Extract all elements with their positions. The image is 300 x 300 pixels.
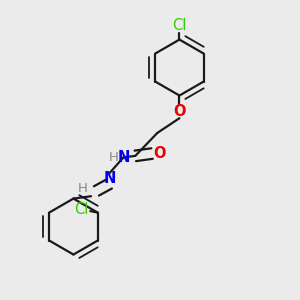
Text: Cl: Cl: [172, 18, 187, 33]
Text: H: H: [109, 151, 119, 164]
Text: O: O: [173, 104, 186, 119]
Text: N: N: [103, 171, 116, 186]
Text: N: N: [117, 150, 130, 165]
Text: O: O: [153, 146, 166, 161]
Text: H: H: [77, 182, 87, 195]
Text: Cl: Cl: [74, 202, 89, 217]
